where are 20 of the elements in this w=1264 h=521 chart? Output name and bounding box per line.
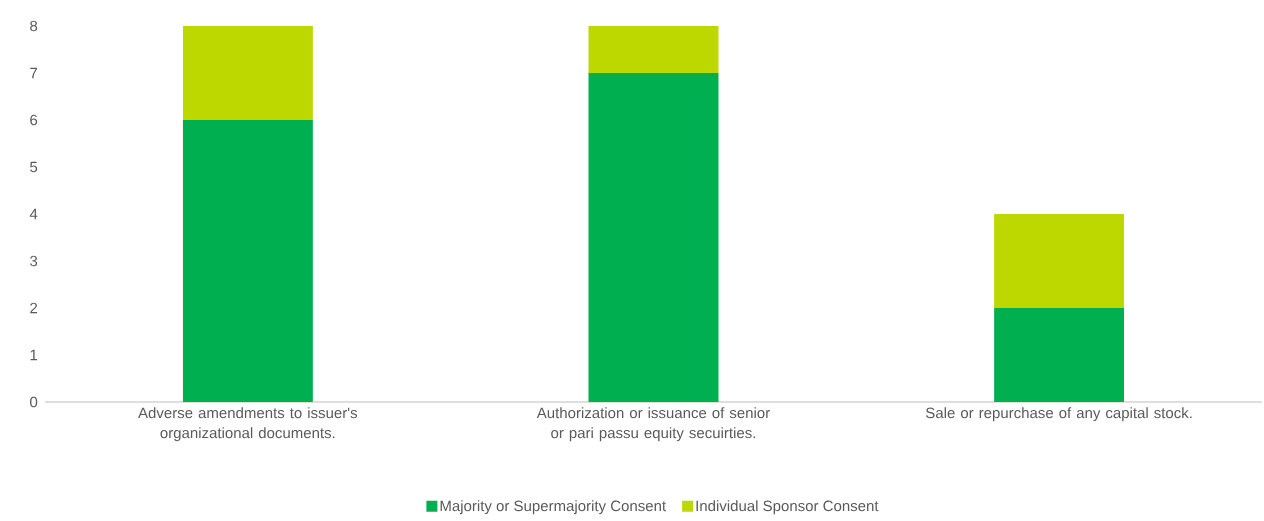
- y-tick-label: 7: [30, 67, 38, 79]
- legend-label: Majority or Supermajority Consent: [440, 500, 666, 515]
- y-tick-label: 6: [30, 114, 38, 126]
- legend-label: Individual Sponsor Consent: [696, 500, 879, 515]
- bar: [994, 213, 1125, 308]
- y-tick-label: 2: [30, 302, 38, 314]
- bar: [182, 26, 313, 120]
- bar: [588, 26, 719, 73]
- bar: [994, 307, 1125, 402]
- y-tick-label: 5: [30, 161, 38, 173]
- y-tick-label: 3: [30, 255, 38, 267]
- y-tick-label: 1: [30, 349, 38, 361]
- y-tick-label: 8: [30, 20, 38, 32]
- x-tick-label: Sale or repurchase of any capital stock.: [926, 407, 1192, 422]
- y-tick-label: 0: [30, 396, 38, 408]
- bar: [182, 120, 313, 402]
- x-tick-label: Adverse amendments to issuer's organizational documents.: [138, 407, 358, 442]
- x-tick-label: Authorization or issuance of senior or pari passu equity secuirties.: [536, 407, 770, 442]
- y-tick-label: 4: [29, 208, 38, 220]
- bar: [588, 73, 719, 402]
